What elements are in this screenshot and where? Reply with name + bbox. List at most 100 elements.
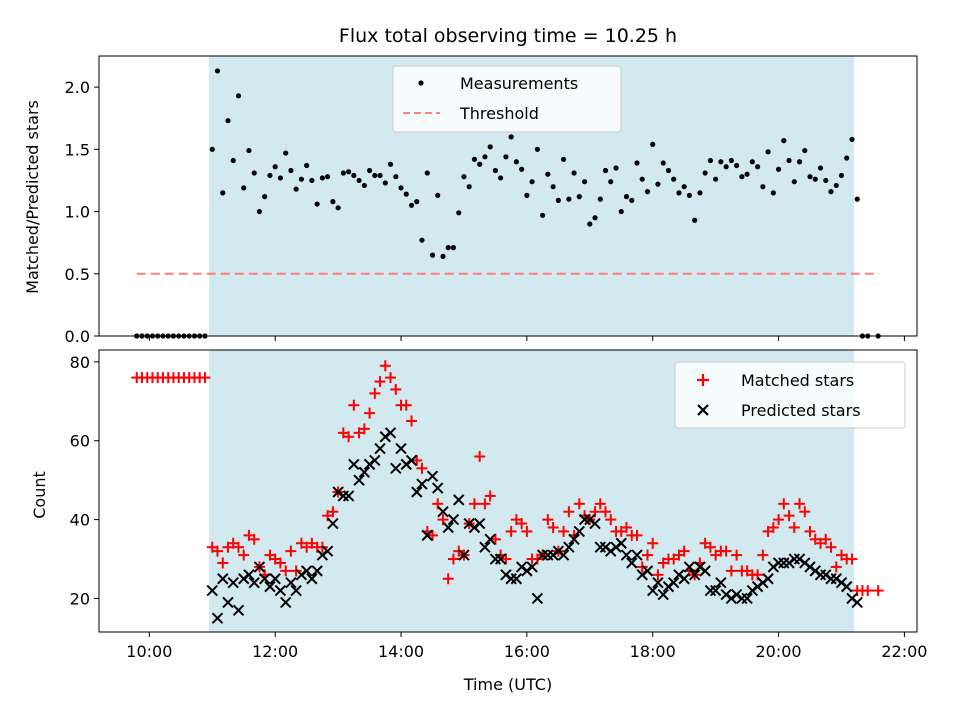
- matched-star-point: [516, 518, 528, 530]
- x-tick-label: 10:00: [126, 642, 172, 661]
- measurement-point: [387, 161, 394, 167]
- measurement-point: [665, 167, 672, 174]
- measurement-point: [435, 192, 441, 198]
- measurement-point: [498, 175, 504, 181]
- predicted-star-point: [206, 584, 218, 597]
- measurement-point: [340, 170, 346, 176]
- measurement-point: [461, 174, 467, 180]
- predicted-stars-series: [206, 427, 863, 624]
- x-tick-label: 20:00: [756, 642, 802, 661]
- predicted-star-point: [358, 466, 371, 478]
- predicted-star-point: [285, 576, 297, 589]
- measurement-point: [304, 162, 310, 169]
- predicted-star-point: [222, 596, 234, 609]
- predicted-star-point: [311, 565, 323, 577]
- y-tick-label: 0.5: [65, 265, 90, 284]
- ratio-panel: 0.00.51.01.52.0 Matched/Predicted stars …: [23, 55, 918, 346]
- predicted-star-point: [342, 490, 355, 502]
- predicted-star-point: [526, 561, 538, 573]
- measurement-point: [403, 191, 409, 197]
- matched-star-point: [594, 498, 606, 510]
- measurement-point: [408, 202, 415, 208]
- y-tick-label: 60: [70, 432, 90, 451]
- predicted-star-point: [557, 549, 570, 561]
- predicted-star-point: [264, 580, 276, 593]
- predicted-star-point: [667, 576, 680, 589]
- matched-star-point: [846, 553, 858, 565]
- measurement-point: [382, 180, 388, 186]
- measurement-point: [781, 138, 787, 144]
- measurement-point: [356, 177, 362, 184]
- legend-predicted-label: Predicted stars: [741, 401, 861, 420]
- predicted-star-point: [715, 576, 727, 589]
- measurement-point: [272, 164, 278, 170]
- measurement-point: [807, 174, 813, 180]
- predicted-star-point: [374, 442, 386, 455]
- matched-star-point: [505, 525, 517, 537]
- predicted-star-point: [699, 565, 711, 577]
- measurement-point: [450, 245, 457, 251]
- measurement-point: [733, 162, 740, 169]
- counts-x-axis-ticks: 10:00 12:00 14:00 16:00 18:00 20:00 22:00: [126, 632, 927, 661]
- measurement-point: [581, 179, 588, 185]
- matched-star-point: [778, 498, 790, 510]
- measurement-point: [429, 252, 436, 258]
- measurement-point: [398, 185, 404, 191]
- measurement-point: [209, 146, 215, 152]
- predicted-star-point: [688, 569, 701, 581]
- predicted-star-point: [390, 462, 402, 475]
- predicted-star-point: [437, 505, 449, 518]
- predicted-star-point: [626, 557, 638, 569]
- predicted-star-point: [395, 442, 407, 455]
- matched-star-point: [558, 525, 570, 537]
- predicted-star-point: [217, 573, 229, 585]
- predicted-star-point: [563, 541, 575, 553]
- measurement-point: [220, 190, 226, 196]
- matched-star-point: [620, 521, 632, 533]
- matched-star-point: [542, 514, 554, 526]
- predicted-star-point: [211, 612, 224, 624]
- predicted-star-point: [369, 454, 381, 467]
- measurement-point: [560, 156, 567, 162]
- predicted-star-point: [290, 584, 302, 597]
- measurement-point: [393, 174, 399, 180]
- x-tick-label: 18:00: [630, 642, 676, 661]
- measurement-point: [838, 172, 845, 179]
- predicted-star-point: [227, 576, 239, 589]
- matched-star-point: [678, 545, 690, 557]
- matched-star-point: [199, 372, 211, 384]
- y-tick-label: 20: [70, 589, 90, 608]
- x-tick-label: 14:00: [378, 642, 424, 661]
- predicted-star-point: [269, 573, 281, 585]
- matched-star-point: [416, 462, 428, 474]
- measurement-point: [791, 179, 797, 185]
- measurement-point: [755, 164, 761, 170]
- predicted-star-point: [300, 565, 313, 577]
- matched-star-point: [385, 372, 397, 384]
- measurement-point: [639, 176, 645, 182]
- counts-legend: Matched stars Predicted stars: [674, 361, 906, 429]
- predicted-star-point: [353, 474, 365, 486]
- matched-star-point: [343, 431, 355, 443]
- measurement-point: [660, 160, 666, 166]
- measurement-point: [492, 167, 499, 174]
- predicted-star-point: [631, 549, 643, 561]
- predicted-star-point: [432, 482, 444, 494]
- predicted-star-point: [484, 533, 496, 546]
- predicted-star-point: [306, 573, 318, 585]
- predicted-star-point: [851, 596, 863, 609]
- measurement-point: [555, 197, 561, 203]
- measurement-point: [241, 185, 247, 191]
- y-tick-label: 40: [70, 511, 90, 530]
- measurement-point: [262, 194, 268, 200]
- measurement-point: [713, 176, 719, 182]
- measurement-point: [723, 164, 729, 170]
- matched-star-point: [479, 498, 491, 510]
- measurement-point: [828, 189, 834, 195]
- predicted-star-point: [479, 541, 491, 553]
- predicted-star-point: [421, 529, 433, 542]
- y-tick-label: 0.0: [65, 327, 90, 346]
- predicted-star-point: [704, 584, 717, 597]
- predicted-star-point: [416, 478, 428, 490]
